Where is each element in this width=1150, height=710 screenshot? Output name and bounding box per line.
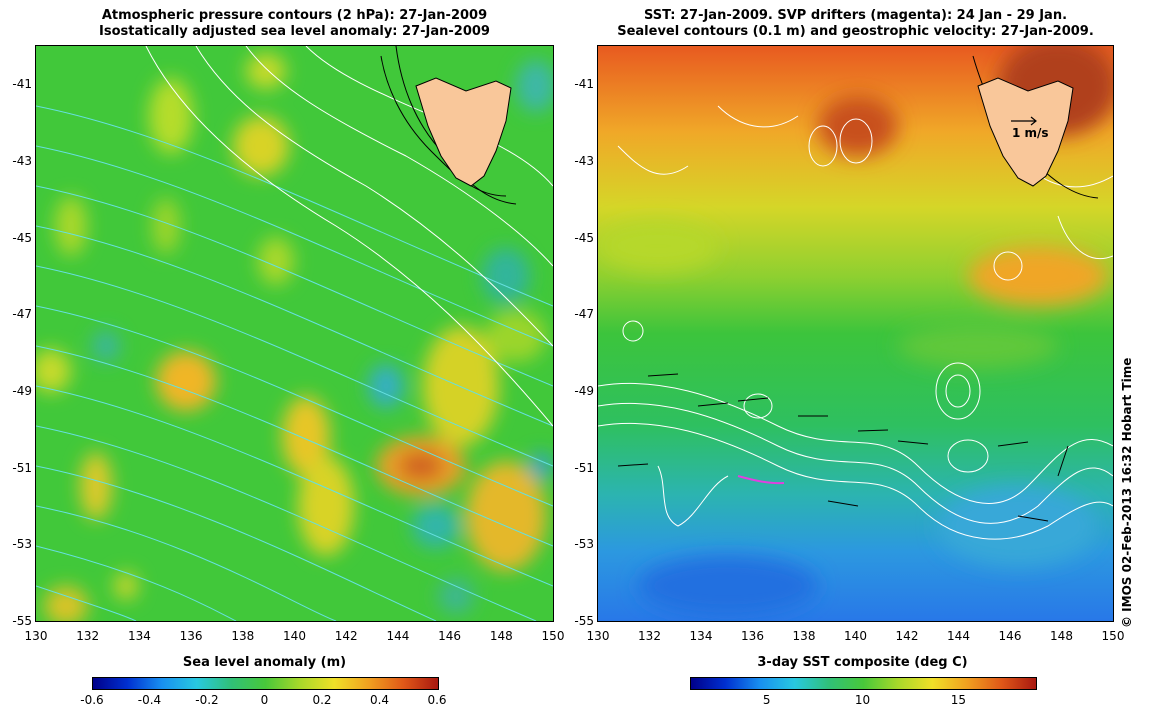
right-lon-tick: 150 [1101, 629, 1125, 643]
velocity-scale-label: 1 m/s [1012, 126, 1049, 140]
left-lon-tick: 144 [386, 629, 410, 643]
left-lat-tick: -49 [12, 384, 32, 398]
left-lat-tick: -55 [12, 614, 32, 628]
sea-level-anomaly-map [36, 46, 553, 621]
right-lon-tick: 142 [895, 629, 919, 643]
left-lon-tick: 132 [76, 629, 100, 643]
right-map-frame [597, 45, 1114, 622]
left-lon-tick: 146 [438, 629, 462, 643]
tasmania-land-sst [972, 55, 1099, 199]
left-lat-tick: -47 [12, 307, 32, 322]
sst-colorbar-label: 3-day SST composite (deg C) [757, 655, 968, 670]
right-lat-tick: -53 [574, 537, 594, 552]
right-lon-tick: 136 [741, 629, 764, 643]
left-map-frame [35, 45, 554, 622]
right-lat-tick: -43 [574, 154, 594, 168]
sla-colorbar-label: Sea level anomaly (m) [182, 655, 347, 670]
left-lon-tick: 134 [127, 629, 151, 643]
left-lon-tick: 150 [541, 629, 565, 643]
credit-text: © IMOS 02-Feb-2013 16:32 Hobart Time [1120, 357, 1134, 628]
left-lon-tick: 148 [489, 629, 513, 643]
right-lon-tick: 146 [998, 629, 1022, 643]
sla-colorbar-tick: -0.6 [80, 693, 104, 707]
right-lon-tick: 140 [844, 629, 867, 643]
right-lon-tick: 130 [586, 629, 610, 643]
right-lat-tick: -49 [574, 384, 594, 398]
left-lon-tick: 138 [231, 629, 255, 643]
left-title-line2: Isostatically adjusted sea level anomaly… [99, 24, 490, 39]
right-lat-tick: -55 [574, 614, 594, 628]
right-lon-tick: 134 [689, 629, 713, 643]
sla-colorbar-tick: 0.4 [369, 693, 390, 707]
tasmania-land [380, 46, 517, 205]
right-lat-tick: -47 [574, 307, 594, 322]
left-lat-tick: -43 [12, 154, 32, 168]
right-lat-tick: -41 [574, 77, 594, 92]
left-lat-tick: -41 [12, 77, 32, 92]
left-lon-tick: 130 [24, 629, 48, 643]
left-lat-tick: -45 [12, 230, 32, 245]
sla-colorbar-tick: 0.2 [312, 693, 332, 707]
right-lon-tick: 138 [792, 629, 816, 643]
left-lon-tick: 140 [283, 629, 306, 643]
sla-colorbar [92, 677, 439, 690]
sla-colorbar-tick: -0.4 [137, 693, 162, 707]
right-lon-tick: 144 [947, 629, 970, 643]
right-lat-tick: -45 [574, 230, 594, 245]
velocity-scale-arrow [1011, 116, 1037, 126]
left-lon-tick: 136 [179, 629, 203, 643]
sst-colorbar-tick: 5 [762, 693, 771, 707]
right-lon-tick: 148 [1050, 629, 1073, 643]
left-title-line1: Atmospheric pressure contours (2 hPa): 2… [101, 8, 488, 23]
left-lat-tick: -53 [12, 537, 32, 552]
right-lon-tick: 132 [638, 629, 661, 643]
right-title-line1: SST: 27-Jan-2009. SVP drifters (magenta)… [643, 8, 1068, 23]
sst-map [598, 46, 1113, 621]
sla-colorbar-tick: -0.2 [195, 693, 219, 707]
sst-colorbar-tick: 10 [854, 693, 871, 707]
right-title-line2: Sealevel contours (0.1 m) and geostrophi… [617, 24, 1094, 39]
left-lat-tick: -51 [12, 460, 32, 475]
left-lon-tick: 142 [334, 629, 358, 643]
sla-colorbar-tick: 0 [260, 693, 269, 707]
sst-colorbar-tick: 15 [950, 693, 966, 707]
right-lat-tick: -51 [574, 460, 594, 475]
sst-colorbar [690, 677, 1037, 690]
drifter-track [737, 475, 785, 485]
sla-colorbar-tick: 0.6 [427, 693, 447, 707]
